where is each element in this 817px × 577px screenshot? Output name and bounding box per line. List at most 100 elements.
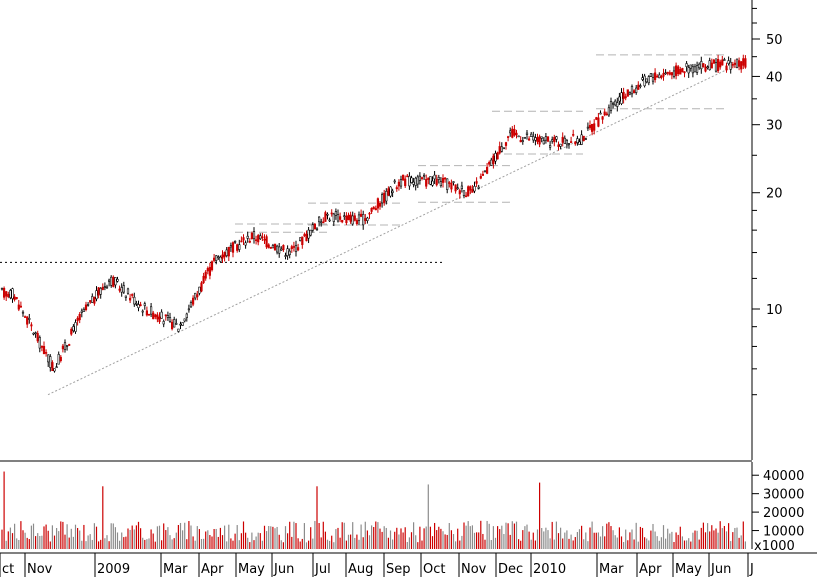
candle-down bbox=[282, 245, 285, 251]
candle-down bbox=[553, 137, 556, 143]
x-axis-label: Jun bbox=[710, 562, 731, 577]
candle-down bbox=[200, 282, 203, 292]
candle-down bbox=[677, 66, 680, 74]
candle-up bbox=[288, 250, 291, 256]
candle-up bbox=[215, 255, 218, 261]
candle-down bbox=[668, 72, 671, 75]
candle-up bbox=[122, 285, 125, 293]
candle-up bbox=[95, 290, 98, 300]
candle-up bbox=[483, 170, 487, 173]
candle-down bbox=[36, 333, 39, 342]
candle-up bbox=[343, 215, 346, 217]
candle-up bbox=[649, 73, 652, 77]
candle-up bbox=[320, 221, 323, 224]
candle-down bbox=[406, 175, 409, 178]
candle-down bbox=[427, 177, 430, 180]
candle-down bbox=[265, 236, 268, 248]
candle-down bbox=[322, 221, 325, 224]
candle-down bbox=[603, 111, 606, 116]
candle-up bbox=[641, 77, 644, 80]
candle-down bbox=[273, 243, 277, 251]
candle-up bbox=[380, 194, 384, 204]
candle-down bbox=[267, 244, 270, 248]
candle-up bbox=[563, 137, 566, 144]
candle-up bbox=[490, 159, 493, 166]
candle-down bbox=[242, 237, 245, 241]
candle-down bbox=[296, 247, 300, 251]
candle-down bbox=[582, 135, 585, 142]
candle-down bbox=[206, 268, 209, 272]
candle-down bbox=[341, 220, 344, 223]
candle-down bbox=[40, 345, 43, 348]
candle-up bbox=[523, 137, 526, 139]
candle-up bbox=[362, 214, 365, 226]
x-axis-label: Apr bbox=[639, 562, 662, 577]
candle-up bbox=[578, 141, 581, 145]
candle-down bbox=[347, 214, 350, 220]
price-tick-label: 40 bbox=[766, 70, 783, 85]
x-axis-label: Sep bbox=[386, 562, 411, 577]
candle-up bbox=[691, 66, 694, 74]
candlestick-series bbox=[0, 54, 747, 373]
candle-up bbox=[234, 240, 237, 243]
candle-up bbox=[34, 332, 37, 334]
candle-up bbox=[143, 303, 146, 306]
candle-down bbox=[475, 181, 478, 184]
candle-down bbox=[660, 75, 663, 78]
candle-down bbox=[23, 316, 27, 318]
candle-down bbox=[448, 182, 451, 184]
candle-up bbox=[658, 74, 661, 79]
candle-up bbox=[456, 187, 459, 190]
candle-down bbox=[742, 58, 745, 66]
candle-down bbox=[44, 352, 48, 354]
candle-down bbox=[345, 215, 348, 224]
candle-down bbox=[359, 213, 363, 217]
candle-up bbox=[517, 135, 520, 138]
candle-up bbox=[616, 102, 619, 107]
candle-down bbox=[481, 173, 485, 176]
x-axis-label: Nov bbox=[461, 562, 487, 577]
x-axis-label: 2010 bbox=[533, 562, 566, 577]
candle-down bbox=[395, 187, 398, 190]
candle-up bbox=[584, 138, 587, 140]
price-tick-label: 30 bbox=[766, 119, 783, 134]
candle-up bbox=[252, 231, 256, 240]
candle-up bbox=[185, 313, 188, 318]
candle-up bbox=[160, 311, 163, 319]
candle-up bbox=[672, 70, 676, 77]
candle-up bbox=[194, 292, 197, 299]
candle-up bbox=[462, 190, 466, 196]
candle-down bbox=[737, 60, 741, 67]
candle-down bbox=[240, 240, 243, 243]
x-axis-label: Jun bbox=[273, 562, 294, 577]
candle-down bbox=[702, 63, 705, 68]
candle-up bbox=[630, 85, 634, 95]
candle-down bbox=[513, 129, 516, 136]
candle-up bbox=[502, 147, 506, 150]
x-axis-label: Mar bbox=[163, 562, 188, 577]
candle-down bbox=[387, 188, 390, 196]
candle-down bbox=[511, 128, 514, 138]
trendline bbox=[47, 59, 747, 396]
candle-up bbox=[580, 134, 583, 145]
candle-up bbox=[599, 112, 602, 115]
candle-down bbox=[519, 139, 522, 143]
candle-up bbox=[408, 175, 411, 187]
candle-up bbox=[385, 190, 388, 202]
candle-up bbox=[647, 76, 650, 84]
candle-up bbox=[259, 235, 262, 240]
x-axis-label: May bbox=[238, 562, 265, 577]
candle-up bbox=[685, 63, 688, 67]
candle-up bbox=[179, 323, 182, 326]
candle-down bbox=[250, 232, 254, 239]
candle-up bbox=[307, 229, 310, 239]
candle-up bbox=[391, 190, 394, 193]
candle-up bbox=[57, 354, 60, 365]
candle-down bbox=[704, 66, 707, 72]
candle-up bbox=[530, 133, 533, 137]
candle-up bbox=[0, 287, 4, 290]
candle-up bbox=[664, 72, 667, 75]
candle-down bbox=[257, 235, 260, 243]
candle-up bbox=[80, 310, 83, 313]
candle-down bbox=[712, 59, 715, 64]
